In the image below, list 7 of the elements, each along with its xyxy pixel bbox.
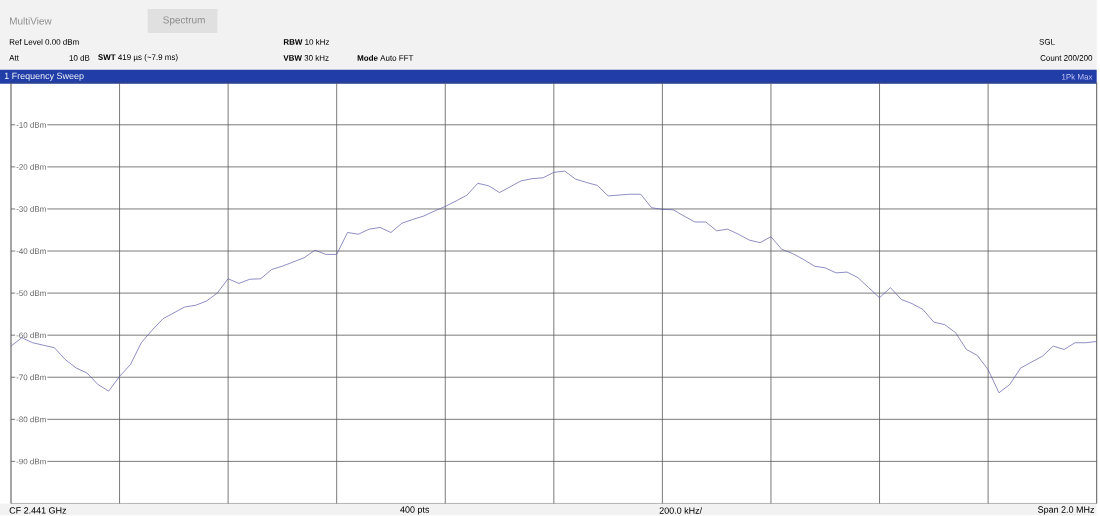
text: 200.0 kHz/ xyxy=(659,507,703,514)
text: MultiView xyxy=(10,17,52,25)
text: Span 2.0 MHz xyxy=(1038,506,1095,515)
text: CF 2.441 GHz xyxy=(9,507,67,514)
text: Spectrum xyxy=(163,16,205,26)
text: 400 pts xyxy=(400,506,430,515)
text: 1 Frequency Sweep xyxy=(4,72,84,82)
